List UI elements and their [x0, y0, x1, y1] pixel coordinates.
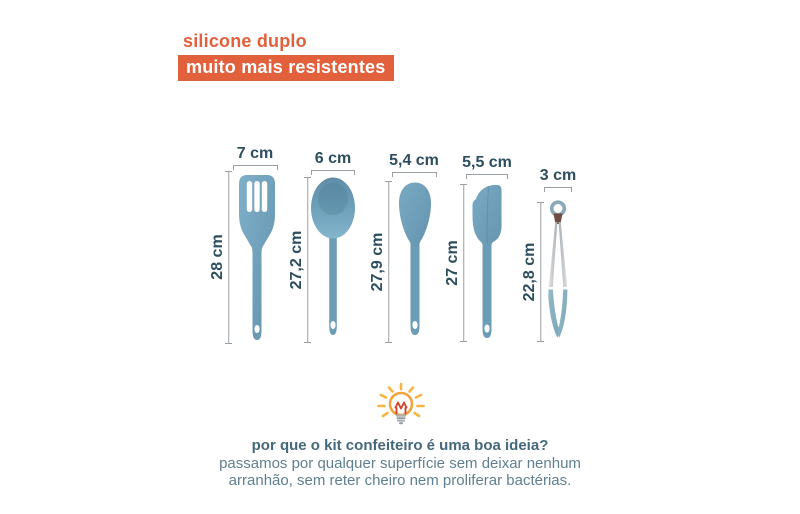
height-label: 27 cm [444, 240, 461, 286]
width-measure-line [311, 170, 355, 175]
lightbulb-icon [377, 382, 425, 425]
spatula-graphic [472, 185, 502, 338]
height-measure-line [537, 202, 544, 342]
width-measure-line [233, 165, 278, 170]
width-measure-line [392, 172, 437, 177]
width-label: 7 cm [236, 145, 274, 162]
height-measure-line [460, 184, 467, 342]
headline: silicone duplo [183, 31, 307, 51]
width-label: 6 cm [314, 150, 352, 167]
width-measure-line [544, 187, 572, 192]
height-label: 28 cm [209, 234, 226, 280]
height-measure-line [304, 177, 311, 343]
slotted-turner-graphic [239, 175, 275, 340]
tongs-graphic [548, 200, 568, 338]
height-measure-line [225, 171, 232, 344]
tip-body-line-1: passamos por qualquer superfície sem dei… [219, 455, 581, 472]
height-label: 27,2 cm [288, 230, 305, 290]
width-measure-line [466, 174, 508, 179]
tip-body-line-2: arranhão, sem reter cheiro nem prolifera… [228, 472, 572, 489]
width-label: 3 cm [539, 167, 577, 184]
tip-title: por que o kit confeiteiro é uma boa idei… [251, 437, 549, 454]
height-measure-line [385, 181, 392, 343]
height-label: 27,9 cm [369, 232, 386, 292]
headline-badge: muito mais resistentes [178, 55, 395, 81]
height-label: 22,8 cm [521, 242, 538, 302]
spoon-spatula-graphic [399, 182, 431, 335]
spoon-graphic [311, 177, 355, 335]
width-label: 5,4 cm [389, 152, 439, 169]
width-label: 5,5 cm [462, 154, 512, 171]
